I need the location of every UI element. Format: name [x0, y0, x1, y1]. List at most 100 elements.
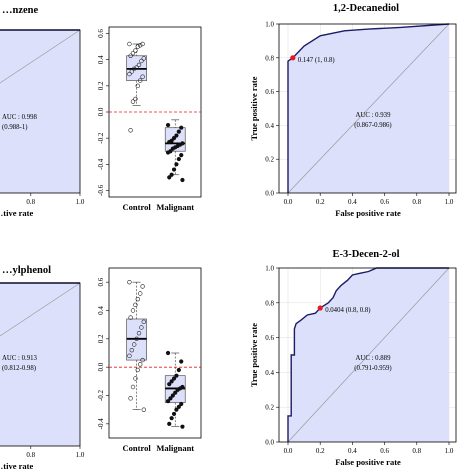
- plot-frame: [0, 29, 81, 194]
- y-tick-label: -0.6: [97, 184, 105, 196]
- data-point-malignant: [167, 382, 172, 387]
- y-tick-label: 1.0: [265, 21, 274, 29]
- data-point-control: [134, 336, 139, 342]
- category-label: Control: [123, 202, 152, 212]
- data-point-control: [128, 396, 133, 401]
- diagonal-reference-line: [0, 282, 81, 337]
- data-point-control: [141, 56, 147, 61]
- diagonal-reference-line: [287, 23, 450, 194]
- y-tick-label: 0.0: [97, 107, 105, 116]
- data-point-control: [133, 48, 138, 53]
- category-label: Malignant: [156, 202, 194, 212]
- data-point-control: [128, 128, 133, 133]
- data-point-malignant: [175, 387, 180, 392]
- data-point-malignant: [165, 350, 171, 356]
- y-tick-label: 0.0: [265, 439, 274, 447]
- data-point-control: [135, 44, 141, 49]
- y-tick-label: 0.2: [265, 404, 274, 412]
- x-tick-label: 0.0: [284, 447, 293, 455]
- data-point-malignant: [169, 379, 174, 384]
- data-point-control: [140, 74, 145, 79]
- data-point-control: [130, 99, 136, 104]
- data-point-malignant: [171, 167, 177, 172]
- data-point-control: [127, 71, 132, 77]
- data-point-control: [135, 296, 141, 302]
- data-point-control: [135, 83, 141, 89]
- data-point-control: [135, 367, 141, 373]
- data-point-malignant: [176, 367, 181, 373]
- x-axis-label: …tive rate: [0, 208, 33, 218]
- data-point-control: [134, 65, 139, 70]
- y-tick-label: 0.0: [265, 190, 274, 198]
- data-point-malignant: [169, 416, 174, 421]
- auc-area: [0, 30, 80, 193]
- y-tick-label: -0.2: [97, 132, 105, 144]
- auc-ci-label: (0.988-1): [2, 124, 27, 131]
- data-point-malignant: [167, 421, 172, 426]
- chart-title: 1,2-Decanediol: [333, 3, 399, 14]
- x-tick-label: 0.2: [316, 198, 325, 206]
- data-point-malignant: [171, 376, 177, 381]
- data-point-control: [138, 43, 143, 48]
- data-point-malignant: [167, 139, 172, 145]
- data-point-malignant: [180, 177, 185, 183]
- y-tick-label: 0.6: [97, 277, 105, 286]
- data-point-control: [141, 319, 147, 325]
- auc-ci-label: (0.867-0.986): [354, 122, 391, 129]
- data-point-malignant: [179, 125, 184, 130]
- y-tick-label: 0.4: [97, 55, 105, 64]
- auc-label: AUC : 0.939: [356, 112, 392, 119]
- data-point-control: [132, 342, 137, 347]
- plot-frame: [0, 282, 81, 447]
- threshold-label: 0.147 (1, 0.8): [298, 57, 335, 64]
- data-point-control: [129, 347, 135, 353]
- x-tick-label: 0.6: [380, 447, 389, 455]
- y-axis-label: True positive rate: [249, 76, 259, 140]
- y-tick-label: 0.2: [97, 81, 105, 90]
- x-tick-label: 1.0: [76, 198, 85, 206]
- data-point-malignant: [170, 393, 175, 398]
- diagonal-reference-line: [0, 29, 81, 84]
- data-point-control: [130, 308, 136, 313]
- roc-curve: [287, 23, 450, 193]
- data-point-malignant: [174, 162, 179, 167]
- data-point-malignant: [179, 359, 184, 364]
- data-point-control: [138, 362, 143, 367]
- plot-frame: [278, 267, 457, 443]
- y-tick-label: 0.4: [265, 122, 274, 130]
- x-tick-label: 0.8: [26, 451, 35, 459]
- x-tick-label: 0.6: [380, 198, 389, 206]
- data-point-malignant: [173, 390, 178, 395]
- data-point-malignant: [171, 411, 177, 417]
- data-point-malignant: [168, 396, 173, 401]
- data-point-malignant: [167, 175, 172, 180]
- x-tick-label: 0.8: [412, 447, 421, 455]
- data-point-malignant: [165, 122, 171, 128]
- data-point-control: [141, 407, 147, 412]
- y-tick-label: 0.4: [97, 306, 105, 315]
- threshold-label: 0.0404 (0.8, 0.8): [325, 307, 370, 314]
- x-tick-label: 1.0: [445, 198, 454, 206]
- chart-title: …ylphenol: [2, 265, 51, 276]
- y-tick-label: 0.4: [265, 369, 274, 377]
- category-label: Control: [123, 443, 152, 453]
- x-tick-label: 1.0: [445, 447, 454, 455]
- threshold-point: [317, 305, 323, 311]
- y-tick-label: 0.6: [265, 88, 274, 96]
- y-tick-label: -0.4: [97, 418, 105, 430]
- diagonal-reference-line: [287, 267, 450, 443]
- data-point-control: [133, 96, 138, 102]
- auc-area: [0, 283, 80, 446]
- data-point-malignant: [180, 424, 185, 429]
- chart-title: …nzene: [2, 5, 39, 16]
- x-tick-label: 0.2: [316, 447, 325, 455]
- auc-ci-label: (0.791-0.959): [354, 365, 391, 372]
- x-tick-label: 1.0: [76, 451, 85, 459]
- data-point-control: [140, 41, 145, 47]
- y-tick-label: 0.8: [265, 54, 274, 62]
- plot-frame: [278, 23, 457, 194]
- data-point-malignant: [176, 129, 181, 134]
- x-tick-label: 0.0: [284, 198, 293, 206]
- data-point-control: [133, 302, 138, 308]
